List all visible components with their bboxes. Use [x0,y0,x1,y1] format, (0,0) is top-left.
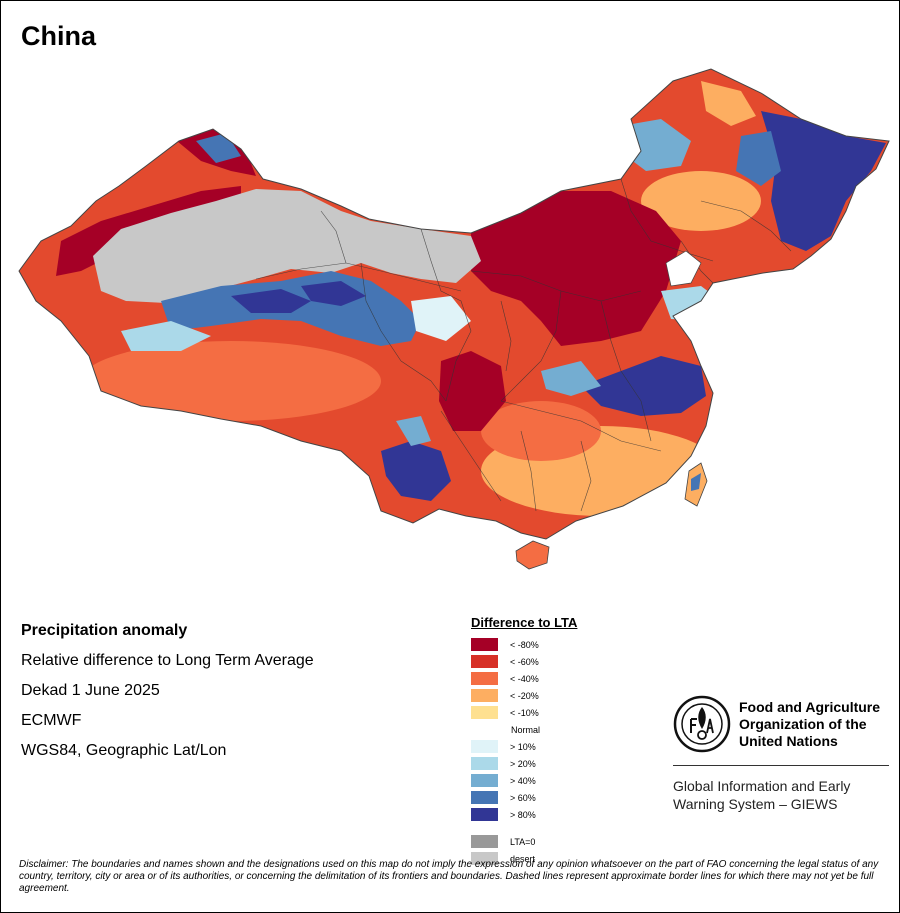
legend-item: > 80% [471,806,631,823]
legend-swatch [471,835,498,848]
info-source: ECMWF [21,712,82,729]
legend-label: LTA=0 [510,836,536,847]
legend-swatch [471,740,498,753]
legend-item: > 10% [471,738,631,755]
legend-title: Difference to LTA [471,615,578,630]
legend-label: < -40% [510,673,539,684]
map-info: Precipitation anomaly Relative differenc… [21,621,314,771]
legend-item: < -10% [471,704,631,721]
legend-swatch [471,672,498,685]
fao-name: Food and Agriculture Organization of the… [739,699,899,750]
legend: Difference to LTA < -80% < -60% < -40% <… [471,615,631,867]
info-description: Relative difference to Long Term Average [21,652,314,669]
fao-name-line: Food and Agriculture [739,699,881,715]
info-product: Precipitation anomaly [21,622,188,639]
legend-label: < -80% [510,639,539,650]
legend-swatch [471,757,498,770]
legend-item: > 40% [471,772,631,789]
legend-item: LTA=0 [471,833,631,850]
legend-swatch [471,791,498,804]
legend-label: desert [510,853,536,864]
legend-swatch [471,706,498,719]
legend-label: > 60% [510,792,536,803]
legend-swatch [471,852,498,865]
precipitation-anomaly-map [18,68,890,570]
fao-name-line: Organization of the [739,716,867,732]
legend-normal-label: Normal [511,724,541,735]
legend-swatch [471,808,498,821]
legend-swatch [471,655,498,668]
info-projection: WGS84, Geographic Lat/Lon [21,742,227,759]
legend-label: > 40% [510,775,536,786]
legend-label: < -20% [510,690,539,701]
legend-item: < -80% [471,636,631,653]
giews-line: Global Information and Early [673,778,851,794]
legend-label: < -10% [510,707,539,718]
legend-item: > 20% [471,755,631,772]
legend-swatch [471,774,498,787]
info-period: Dekad 1 June 2025 [21,682,160,699]
fao-logo-icon [673,695,731,753]
divider [673,765,889,766]
disclaimer: Disclaimer: The boundaries and names sho… [19,859,879,894]
legend-item: > 60% [471,789,631,806]
legend-item: < -60% [471,653,631,670]
legend-label: > 10% [510,741,536,752]
legend-item: < -20% [471,687,631,704]
legend-item: desert [471,850,631,867]
legend-swatch [471,638,498,651]
legend-label: < -60% [510,656,539,667]
giews-name: Global Information and Early Warning Sys… [673,777,889,813]
legend-swatch [471,689,498,702]
giews-line: Warning System – GIEWS [673,796,838,812]
legend-item: < -40% [471,670,631,687]
page-title: China [21,21,97,51]
legend-label: > 80% [510,809,536,820]
fao-name-line: United Nations [739,733,838,749]
legend-label: > 20% [510,758,536,769]
